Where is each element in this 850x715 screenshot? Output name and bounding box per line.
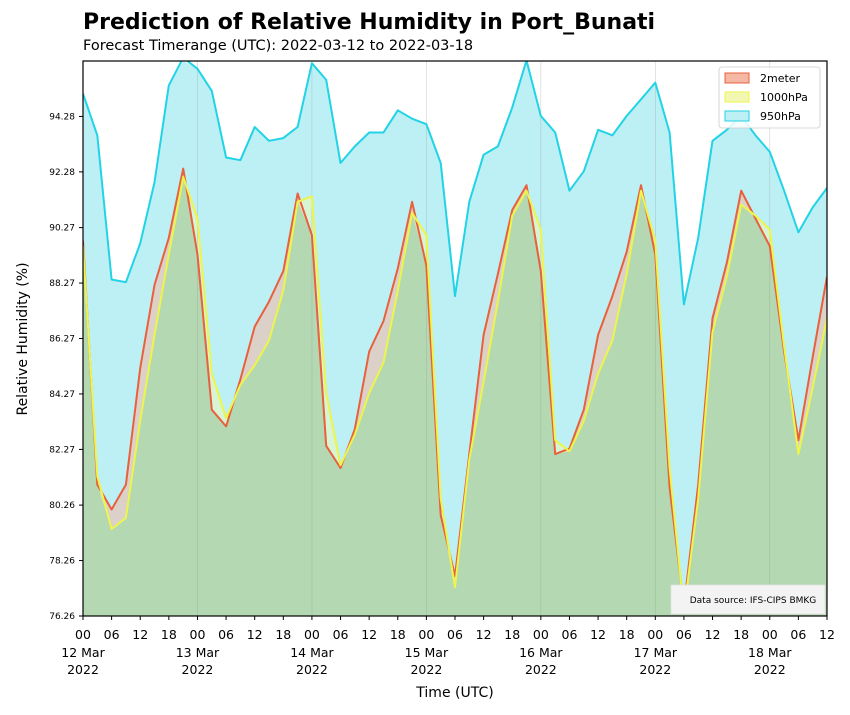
x-tick-year: 2022: [182, 662, 214, 677]
x-tick-label: 18: [504, 627, 520, 642]
x-tick-label: 18: [619, 627, 635, 642]
x-tick-label: 00: [418, 627, 434, 642]
x-axis: 00 12 Mar 2022 06 12 18 00 13 Mar 2022 06 12 18 00 14…: [61, 616, 835, 677]
x-tick-date: 16 Mar: [519, 645, 563, 660]
source-note-box: Data source: IFS-CIPS BMKG: [670, 584, 826, 615]
x-tick-label: 12: [361, 627, 377, 642]
x-tick-label: 00: [304, 627, 320, 642]
legend-label-1000hPa: 1000hPa: [760, 91, 808, 104]
x-tick-label: 06: [562, 627, 578, 642]
x-tick-label: 12: [590, 627, 606, 642]
chart-subtitle: Forecast Timerange (UTC): 2022-03-12 to …: [83, 38, 474, 54]
x-tick-date: 18 Mar: [748, 645, 792, 660]
x-tick-label: 00: [533, 627, 549, 642]
y-tick-label: 76.26: [49, 612, 75, 622]
x-axis-label: Time (UTC): [415, 685, 493, 701]
x-tick-date: 12 Mar: [61, 645, 105, 660]
x-tick-year: 2022: [410, 662, 442, 677]
x-tick-label: 00: [190, 627, 206, 642]
legend: 2meter 1000hPa 950hPa: [718, 66, 821, 129]
legend-label-950hPa: 950hPa: [760, 110, 801, 123]
x-tick-label: 12: [819, 627, 835, 642]
legend-swatch-2meter: [724, 72, 750, 84]
y-tick-label: 88.27: [49, 279, 75, 289]
legend-label-2meter: 2meter: [760, 72, 801, 85]
x-tick-label: 00: [647, 627, 663, 642]
y-tick-label: 80.26: [49, 501, 75, 511]
area-overlap: [83, 176, 827, 616]
x-tick-label: 06: [218, 627, 234, 642]
x-tick-label: 12: [705, 627, 721, 642]
vertical-gridlines: [197, 61, 771, 616]
x-tick-label: 06: [333, 627, 349, 642]
x-tick-date: 15 Mar: [405, 645, 449, 660]
legend-swatch-950hPa: [724, 110, 750, 122]
y-tick-label: 90.27: [49, 224, 75, 234]
x-tick-date: 14 Mar: [290, 645, 334, 660]
x-tick-label: 00: [762, 627, 778, 642]
x-tick-label: 06: [104, 627, 120, 642]
x-tick-year: 2022: [639, 662, 671, 677]
series-line-1000hPa: [83, 175, 827, 614]
series-line-2meter: [83, 167, 827, 608]
x-tick-date: 17 Mar: [634, 645, 678, 660]
area-fills: [83, 61, 827, 616]
y-tick-label: 94.28: [49, 112, 75, 122]
series-lines: [83, 61, 827, 614]
x-tick-label: 06: [447, 627, 463, 642]
x-tick-label: 18: [733, 627, 749, 642]
x-tick-date: 13 Mar: [176, 645, 220, 660]
legend-swatch-1000hPa: [724, 91, 750, 103]
x-tick-year: 2022: [67, 662, 99, 677]
x-tick-label: 18: [275, 627, 291, 642]
y-tick-label: 84.27: [49, 390, 75, 400]
y-axis: 76.26 78.26 80.26 82.27 84.27 86.27 88.27 90.27…: [49, 112, 83, 622]
x-tick-label: 00: [75, 627, 91, 642]
x-tick-label: 18: [390, 627, 406, 642]
y-tick-label: 92.28: [49, 168, 75, 178]
x-tick-label: 12: [476, 627, 492, 642]
y-tick-label: 86.27: [49, 335, 75, 345]
source-note: Data source: IFS-CIPS BMKG: [690, 596, 817, 606]
series-line-950hPa: [83, 61, 827, 306]
y-tick-label: 78.26: [49, 557, 75, 567]
x-tick-year: 2022: [525, 662, 557, 677]
x-tick-year: 2022: [754, 662, 786, 677]
x-tick-label: 12: [132, 627, 148, 642]
chart-title: Prediction of Relative Humidity in Port_…: [83, 10, 656, 35]
y-axis-label: Relative Humidity (%): [15, 262, 31, 415]
y-tick-label: 82.27: [49, 445, 75, 455]
x-tick-label: 06: [676, 627, 692, 642]
x-tick-label: 06: [790, 627, 806, 642]
x-tick-year: 2022: [296, 662, 328, 677]
x-tick-label: 18: [161, 627, 177, 642]
x-tick-label: 12: [247, 627, 263, 642]
